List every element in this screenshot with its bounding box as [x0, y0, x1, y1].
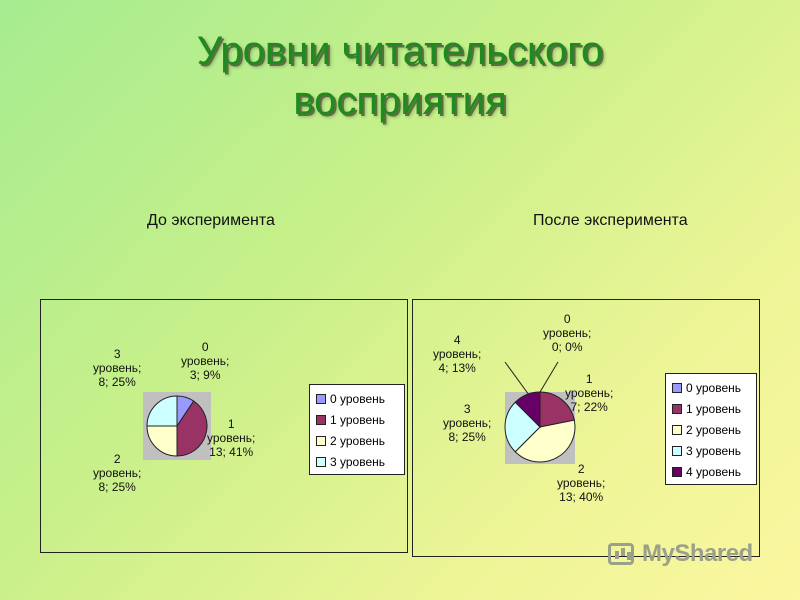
data-label-before-0: 0 уровень; 3; 9%: [181, 340, 230, 382]
data-label-after-2: 2 уровень; 13; 40%: [557, 462, 606, 504]
legend-item: 1 уровень: [672, 398, 750, 419]
pie-slice-4: [514, 391, 541, 429]
legend-item: 0 уровень: [672, 377, 750, 398]
pie-slice-3: [146, 395, 178, 427]
pie-slice-1: [176, 400, 208, 457]
page-title-line-2: восприятия: [293, 79, 507, 123]
legend-item: 2 уровень: [672, 419, 750, 440]
legend-swatch: [316, 456, 326, 467]
legend-swatch: [316, 414, 326, 425]
presentation-icon: [608, 543, 634, 565]
legend-item: 3 уровень: [672, 440, 750, 461]
chart-before-pie: [143, 392, 211, 460]
data-label-after-0: 0 уровень; 0; 0%: [543, 312, 592, 354]
legend-swatch: [672, 382, 682, 393]
chart-before-legend: 0 уровень 1 уровень 2 уровень 3 уровень: [309, 384, 405, 475]
data-label-before-2: 2 уровень; 8; 25%: [93, 452, 142, 494]
data-label-after-1: 1 уровень; 7; 22%: [565, 372, 614, 414]
data-label-before-3: 3 уровень; 8; 25%: [93, 347, 142, 389]
data-label-after-4: 4 уровень; 4; 13%: [433, 333, 482, 375]
chart-after-title: После эксперимента: [533, 212, 688, 229]
leader-line-1: [504, 361, 530, 396]
legend-item: 2 уровень: [316, 430, 398, 451]
page-title-line-1: Уровни читательского: [196, 29, 604, 73]
legend-swatch: [672, 466, 682, 477]
page-title: Уровни читательского восприятия: [0, 26, 800, 126]
legend-swatch: [316, 435, 326, 446]
chart-after-legend: 0 уровень 1 уровень 2 уровень 3 уровень …: [665, 373, 757, 485]
data-label-after-3: 3 уровень; 8; 25%: [443, 402, 492, 444]
legend-item: 0 уровень: [316, 388, 398, 409]
legend-item: 3 уровень: [316, 451, 398, 472]
chart-after-pie: [504, 361, 576, 464]
pie-slice-2: [514, 419, 576, 463]
leader-line-0: [539, 361, 559, 393]
pie-slice-2: [146, 425, 178, 457]
legend-item: 4 уровень: [672, 461, 750, 482]
chart-after-panel: 0 уровень; 0; 0% 1 уровень; 7; 22% 2 уровень;…: [412, 299, 760, 557]
chart-before-panel: 0 уровень; 3; 9% 1 уровень; 13; 41% 2 уровень…: [40, 299, 408, 553]
data-label-before-1: 1 уровень; 13; 41%: [207, 417, 256, 459]
legend-swatch: [672, 403, 682, 414]
pie-slice-1: [539, 391, 575, 428]
legend-item: 1 уровень: [316, 409, 398, 430]
legend-swatch: [672, 445, 682, 456]
legend-swatch: [672, 424, 682, 435]
legend-swatch: [316, 393, 326, 404]
chart-before-title: До эксперимента: [147, 212, 275, 229]
pie-slice-3: [504, 401, 541, 453]
watermark-logo: MyShared: [608, 540, 753, 568]
